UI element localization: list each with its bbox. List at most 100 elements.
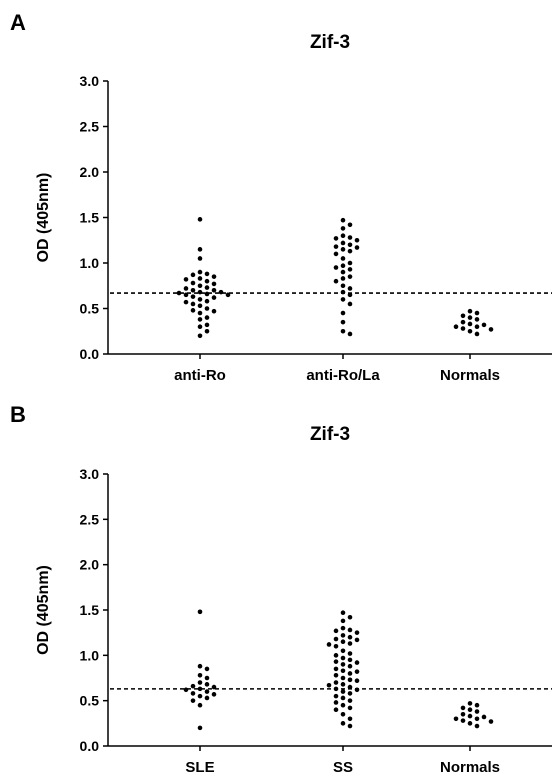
data-dot <box>340 319 346 325</box>
data-dot <box>340 721 346 726</box>
data-dot <box>460 313 466 319</box>
data-dot <box>474 723 480 729</box>
data-dot <box>347 267 353 272</box>
data-dot <box>211 281 217 287</box>
data-dot <box>190 308 196 313</box>
y-tick-label: 0.0 <box>80 738 100 754</box>
data-dot <box>347 651 353 656</box>
data-dot <box>204 328 210 334</box>
data-dot <box>347 671 353 676</box>
data-dot <box>333 659 339 664</box>
x-tick-label: anti-Ro <box>174 367 226 384</box>
y-tick-label: 1.0 <box>80 647 100 663</box>
panel-label: A <box>10 10 26 35</box>
data-dot <box>183 277 189 282</box>
data-dot <box>340 310 346 316</box>
y-tick-label: 2.5 <box>80 119 100 135</box>
data-dot <box>197 310 203 316</box>
data-dot <box>481 322 487 328</box>
data-dot <box>467 707 473 713</box>
data-dot <box>347 691 353 696</box>
data-dot <box>211 295 217 300</box>
data-dot <box>488 719 494 724</box>
data-dot <box>347 723 353 729</box>
data-dot <box>340 625 346 631</box>
data-dot <box>340 247 346 252</box>
data-dot <box>190 288 196 293</box>
data-dot <box>474 317 480 322</box>
data-dot <box>204 306 210 311</box>
data-dot <box>340 226 346 231</box>
data-dot <box>204 271 210 277</box>
data-dot <box>333 643 339 649</box>
chart-title: Zif-3 <box>310 32 350 53</box>
data-dot <box>197 672 203 678</box>
data-dot <box>197 693 203 699</box>
data-dot <box>340 695 346 701</box>
data-dot <box>326 642 332 647</box>
y-axis-label: OD (405nm) <box>35 173 52 263</box>
data-dot <box>190 272 196 278</box>
data-dot <box>347 698 353 703</box>
data-dot <box>197 283 203 289</box>
data-dot <box>197 609 203 615</box>
data-dot <box>354 237 360 243</box>
data-dot <box>197 217 203 222</box>
data-dot <box>460 319 466 325</box>
data-dot <box>340 240 346 246</box>
data-dot <box>347 235 353 240</box>
data-dot <box>211 274 217 279</box>
data-dot <box>474 331 480 337</box>
data-dot <box>190 683 196 689</box>
data-dot <box>347 677 353 683</box>
data-dot <box>340 648 346 654</box>
data-dot <box>197 256 203 261</box>
data-dot <box>211 308 217 314</box>
data-dot <box>340 639 346 645</box>
data-dot <box>333 666 339 672</box>
data-dot <box>204 298 210 304</box>
data-dot <box>204 315 210 320</box>
data-dot <box>204 285 210 290</box>
data-dot <box>183 286 189 291</box>
y-tick-label: 3.0 <box>80 73 100 89</box>
data-dot <box>354 660 360 665</box>
data-dot <box>354 669 360 674</box>
data-dot <box>347 705 353 711</box>
data-dot <box>204 675 210 681</box>
data-dot <box>354 245 360 250</box>
data-dot <box>333 244 339 249</box>
y-tick-label: 2.0 <box>80 557 100 573</box>
y-tick-label: 1.5 <box>80 210 100 226</box>
data-dot <box>347 286 353 291</box>
data-dot <box>340 668 346 674</box>
data-dot <box>333 628 339 634</box>
data-dot <box>347 260 353 266</box>
data-dot <box>347 274 353 279</box>
data-dot <box>197 702 203 708</box>
data-dot <box>204 695 210 701</box>
data-dot <box>347 331 353 337</box>
data-dot <box>340 633 346 638</box>
data-dot <box>211 692 217 697</box>
data-dot <box>340 276 346 281</box>
data-dot <box>333 236 339 241</box>
data-dot <box>347 641 353 646</box>
data-dot <box>204 278 210 284</box>
data-dot <box>347 716 353 722</box>
data-dot <box>453 716 459 722</box>
y-tick-label: 1.0 <box>80 255 100 271</box>
y-tick-label: 2.0 <box>80 164 100 180</box>
data-dot <box>197 680 203 685</box>
data-dot <box>197 686 203 692</box>
data-dot <box>340 655 346 661</box>
data-dot <box>474 702 480 708</box>
data-dot <box>197 276 203 281</box>
data-dot <box>183 299 189 305</box>
data-dot <box>460 711 466 717</box>
data-dot <box>340 689 346 694</box>
panel-label: B <box>10 402 26 427</box>
data-dot <box>467 321 473 327</box>
data-dot <box>204 682 210 687</box>
